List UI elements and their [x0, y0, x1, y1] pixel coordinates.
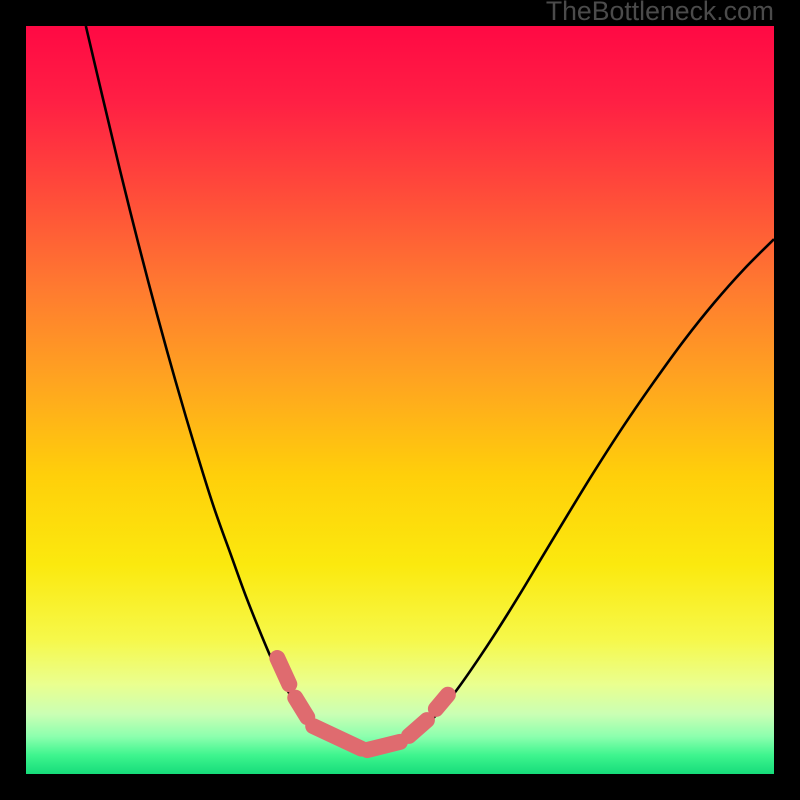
- marker-segment: [367, 742, 400, 750]
- plot-background: [26, 26, 774, 774]
- marker-segment: [436, 695, 448, 709]
- marker-segment: [277, 658, 289, 684]
- marker-segment: [295, 698, 307, 717]
- watermark-text: TheBottleneck.com: [546, 0, 774, 26]
- bottleneck-chart: TheBottleneck.com: [0, 0, 800, 800]
